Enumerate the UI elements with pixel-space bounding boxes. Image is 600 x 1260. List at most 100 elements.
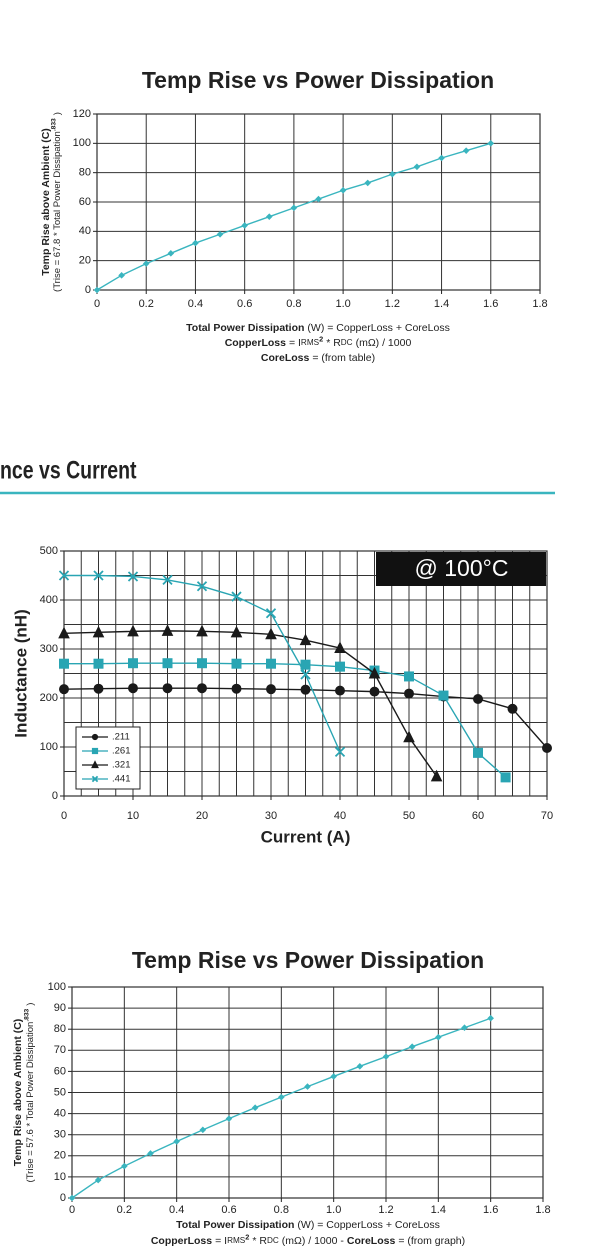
y-tick-label: 20	[54, 1150, 66, 1162]
x-tick-label: 0	[94, 298, 100, 310]
marker	[197, 683, 207, 694]
x-tick-label: 40	[334, 810, 346, 822]
footer-note: CopperLoss = IRMS2 * RDC (mΩ) / 1000 - CoreL…	[151, 1232, 465, 1247]
footer-note: CopperLoss = IRMS2 * RDC (mΩ) / 1000	[225, 334, 412, 349]
marker	[93, 658, 104, 669]
marker	[315, 195, 322, 203]
text-segment: (W) = CopperLoss + CoreLoss	[307, 322, 449, 334]
marker	[173, 1138, 180, 1145]
marker	[290, 204, 298, 212]
text-segment: .833	[23, 1008, 30, 1021]
y-tick-label: 100	[73, 137, 91, 149]
text-segment: (Trise = 57.6 * Total Power Dissipation	[25, 1022, 36, 1183]
marker	[473, 693, 483, 704]
marker	[199, 1126, 207, 1134]
y-tick-label: 60	[54, 1065, 66, 1077]
footer-note: Total Power Dissipation (W) = CopperLoss …	[186, 322, 450, 334]
legend-label: .321	[112, 760, 131, 771]
y-tick-label: 400	[40, 594, 58, 606]
text-segment: = I	[289, 337, 301, 349]
x-tick-label: 20	[196, 810, 208, 822]
marker	[128, 658, 138, 669]
marker	[356, 1063, 364, 1070]
marker	[500, 772, 511, 783]
marker	[389, 170, 396, 178]
marker	[265, 608, 277, 619]
marker	[461, 1024, 468, 1032]
marker	[438, 690, 449, 701]
marker	[167, 250, 175, 257]
text-segment: DC	[341, 338, 353, 347]
text-segment: * R	[252, 1235, 267, 1247]
y-tick-label: 80	[79, 167, 91, 179]
x-tick-label: 70	[541, 810, 553, 822]
marker	[507, 703, 518, 714]
marker	[404, 688, 414, 699]
marker	[68, 1194, 76, 1202]
y-tick-label: 90	[54, 1002, 66, 1014]
marker	[231, 591, 242, 602]
legend-label: .261	[112, 746, 131, 757]
legend-label: .211	[112, 732, 130, 743]
marker	[231, 658, 242, 669]
marker	[403, 730, 415, 743]
text-segment: 2	[245, 1232, 249, 1241]
y-tick-label: 0	[85, 284, 91, 296]
marker	[335, 685, 345, 696]
x-tick-label: 50	[403, 810, 415, 822]
x-tick-label: 0.6	[237, 298, 252, 310]
y-tick-label: 200	[40, 692, 58, 704]
text-segment: Total Power Dissipation	[176, 1219, 294, 1231]
marker	[94, 1176, 102, 1184]
footer-note: Total Power Dissipation (W) = CopperLoss …	[176, 1219, 440, 1231]
marker	[59, 658, 69, 669]
x-tick-label: 1.8	[532, 298, 547, 310]
marker	[230, 625, 243, 638]
y-tick-label: 40	[79, 225, 91, 237]
marker	[334, 746, 346, 758]
x-tick-label: 30	[265, 810, 277, 822]
x-tick-label: 0.2	[139, 298, 154, 310]
text-segment: (Trise = 67.8 * Total Power Dissipation	[52, 131, 63, 292]
marker	[161, 624, 174, 636]
marker	[330, 1073, 337, 1080]
x-tick-label: 1.4	[434, 298, 449, 310]
marker	[147, 1150, 154, 1157]
marker	[278, 1093, 285, 1101]
text-segment: 2	[319, 334, 323, 343]
marker	[404, 671, 414, 682]
marker	[162, 658, 173, 669]
marker	[266, 658, 276, 669]
annotation: @ 100°C	[415, 555, 509, 581]
y-tick-label: 500	[40, 545, 58, 557]
marker	[368, 666, 381, 679]
x-tick-label: 1.6	[483, 1204, 498, 1216]
marker	[92, 625, 105, 638]
x-tick-label: 1.0	[335, 298, 350, 310]
marker	[487, 1014, 494, 1022]
y-tick-label: 100	[40, 741, 58, 753]
text-segment: )	[25, 1003, 36, 1006]
annotation-box	[376, 552, 546, 586]
marker	[300, 684, 311, 695]
marker	[197, 658, 207, 669]
marker	[487, 140, 495, 147]
series-line	[63, 630, 438, 777]
y-tick-label: 120	[73, 108, 91, 120]
x-tick-label: 1.0	[326, 1204, 341, 1216]
marker	[192, 239, 199, 247]
text-segment: = (from graph)	[398, 1235, 465, 1247]
marker	[93, 683, 104, 694]
x-tick-label: 1.6	[483, 298, 498, 310]
text-segment: (mΩ) / 1000	[356, 337, 412, 349]
marker	[334, 641, 346, 654]
marker	[93, 570, 104, 581]
marker	[127, 571, 139, 582]
footer-note: CoreLoss = (from table)	[261, 352, 375, 364]
text-segment: CoreLoss	[261, 352, 310, 364]
x-tick-label: 0.2	[117, 1204, 132, 1216]
marker	[413, 163, 421, 171]
x-tick-label: 0	[61, 810, 67, 822]
marker	[91, 775, 99, 783]
